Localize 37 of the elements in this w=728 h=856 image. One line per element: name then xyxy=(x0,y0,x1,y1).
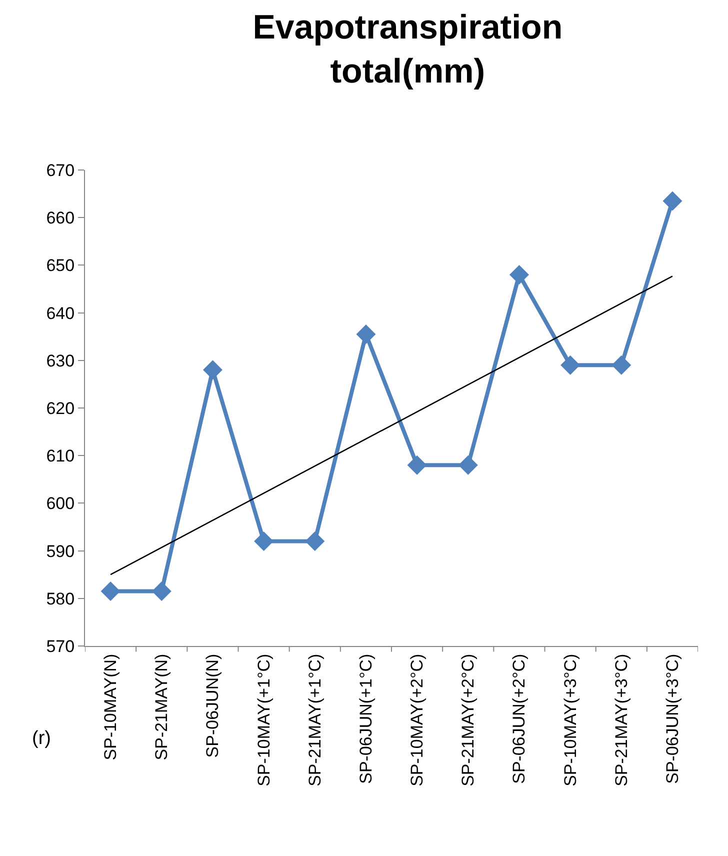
x-tick-label: SP-21MAY(+1°C) xyxy=(305,654,324,786)
point xyxy=(100,582,120,602)
point xyxy=(612,355,632,375)
point xyxy=(356,324,376,344)
y-tick-label: 600 xyxy=(46,494,75,514)
x-tick-label: SP-06JUN(+2°C) xyxy=(510,654,529,784)
point xyxy=(407,455,427,475)
x-tick-label: SP-10MAY(+1°C) xyxy=(254,654,274,786)
y-tick-label: 580 xyxy=(46,589,75,608)
point xyxy=(509,264,529,284)
x-tick-label: SP-21MAY(N) xyxy=(152,654,172,760)
chart-title: Evapotranspiration total(mm) xyxy=(252,8,563,91)
y-tick-label: 610 xyxy=(46,446,75,466)
x-tick-label: SP-06JUN(N) xyxy=(203,654,222,758)
text: (r) xyxy=(32,728,51,749)
point xyxy=(662,191,682,211)
x-tick-label: SP-10MAY(+2°C) xyxy=(408,654,427,786)
point xyxy=(152,582,172,602)
x-tick-label: SP-10MAY(+3°C) xyxy=(560,654,580,786)
point xyxy=(560,355,580,375)
point xyxy=(254,532,274,552)
x-tick-label: SP-21MAY(+2°C) xyxy=(458,654,478,786)
x-tick-label: SP-10MAY(N) xyxy=(101,654,120,760)
y-tick-label: 650 xyxy=(46,256,75,276)
y-tick-label: 670 xyxy=(46,160,75,180)
x-tick-label: SP-06JUN(+3°C) xyxy=(662,654,682,784)
point xyxy=(202,360,222,380)
x-tick-label: SP-06JUN(+1°C) xyxy=(356,654,376,784)
y-tick-label: 640 xyxy=(46,304,75,323)
y-tick-label: 630 xyxy=(46,351,75,370)
y-tick-label: 590 xyxy=(46,542,75,561)
point xyxy=(458,455,478,475)
y-tick-label: 620 xyxy=(46,398,75,418)
x-tick-label: SP-21MAY(+3°C) xyxy=(612,654,631,786)
point xyxy=(305,532,325,552)
y-tick-label: 570 xyxy=(46,636,75,656)
y-tick-label: 660 xyxy=(46,208,75,228)
